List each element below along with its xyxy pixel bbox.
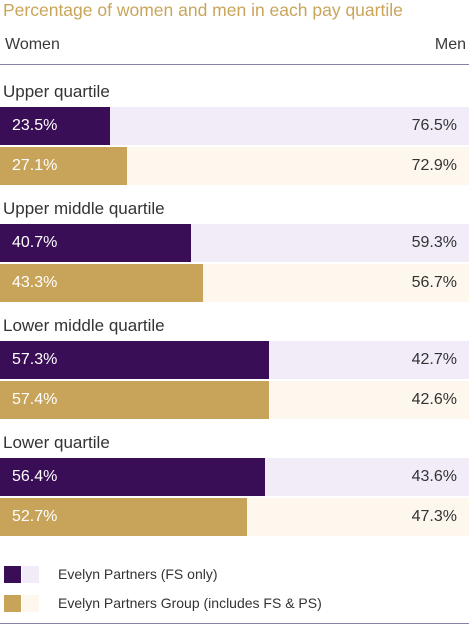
- bar-women-fs-upper-quartile: [0, 107, 111, 145]
- bar-men-fs-lower-quartile: 56.4% 43.6%: [0, 458, 469, 496]
- bar-women-group-lower-quartile: [0, 498, 248, 536]
- footer-divider: [0, 623, 469, 624]
- bar-men-group-lower-middle-quartile: 57.4% 42.6%: [0, 381, 469, 419]
- women-value-label: 56.4%: [12, 468, 58, 485]
- women-value-label: 57.4%: [12, 391, 58, 408]
- bar-women-group-upper-quartile: [0, 147, 128, 185]
- men-value-label: 42.6%: [411, 391, 457, 408]
- bar-women-group-upper-middle-quartile: [0, 264, 204, 302]
- men-value-label: 59.3%: [411, 234, 457, 251]
- men-value-label: 56.7%: [411, 274, 457, 291]
- men-value-label: 43.6%: [411, 468, 457, 485]
- group-label-lower-quartile: Lower quartile: [3, 433, 110, 452]
- group-label-lower-middle-quartile: Lower middle quartile: [3, 316, 165, 335]
- bar-men-fs-upper-middle-quartile: 40.7% 59.3%: [0, 224, 469, 262]
- bar-women-fs-upper-middle-quartile: [0, 224, 191, 262]
- legend-swatch-fs-women: [4, 566, 21, 583]
- women-value-label: 57.3%: [12, 351, 58, 368]
- men-header: Men: [434, 36, 466, 53]
- legend-swatch-group-men: [22, 595, 39, 612]
- women-value-label: 52.7%: [12, 508, 58, 525]
- bar-men-group-upper-quartile: 27.1% 72.9%: [0, 147, 469, 185]
- legend-swatch-fs-men: [22, 566, 39, 583]
- bar-women-group-lower-middle-quartile: [0, 381, 270, 419]
- men-value-label: 72.9%: [411, 157, 457, 174]
- bar-women-fs-lower-middle-quartile: [0, 341, 269, 379]
- bar-women-fs-lower-quartile: [0, 458, 265, 496]
- women-value-label: 40.7%: [12, 234, 58, 251]
- bar-men-group-lower-quartile: 52.7% 47.3%: [0, 498, 469, 536]
- men-value-label: 47.3%: [411, 508, 457, 525]
- bar-men-group-upper-middle-quartile: 43.3% 56.7%: [0, 264, 469, 302]
- men-value-label: 76.5%: [411, 117, 457, 134]
- group-label-upper-middle-quartile: Upper middle quartile: [3, 199, 165, 218]
- legend-label-group: Evelyn Partners Group (includes FS & PS): [58, 595, 322, 611]
- women-value-label: 23.5%: [12, 117, 58, 134]
- legend-label-fs: Evelyn Partners (FS only): [58, 566, 218, 582]
- women-header: Women: [5, 36, 60, 53]
- men-value-label: 42.7%: [411, 351, 457, 368]
- bar-men-fs-lower-middle-quartile: 57.3% 42.7%: [0, 341, 469, 379]
- bar-men-fs-upper-quartile: 23.5% 76.5%: [0, 107, 469, 145]
- women-value-label: 43.3%: [12, 274, 58, 291]
- women-value-label: 27.1%: [12, 157, 58, 174]
- group-label-upper-quartile: Upper quartile: [3, 82, 110, 101]
- legend-swatch-group-women: [4, 595, 21, 612]
- chart-title: Percentage of women and men in each pay …: [3, 0, 403, 20]
- header-divider: [0, 64, 469, 65]
